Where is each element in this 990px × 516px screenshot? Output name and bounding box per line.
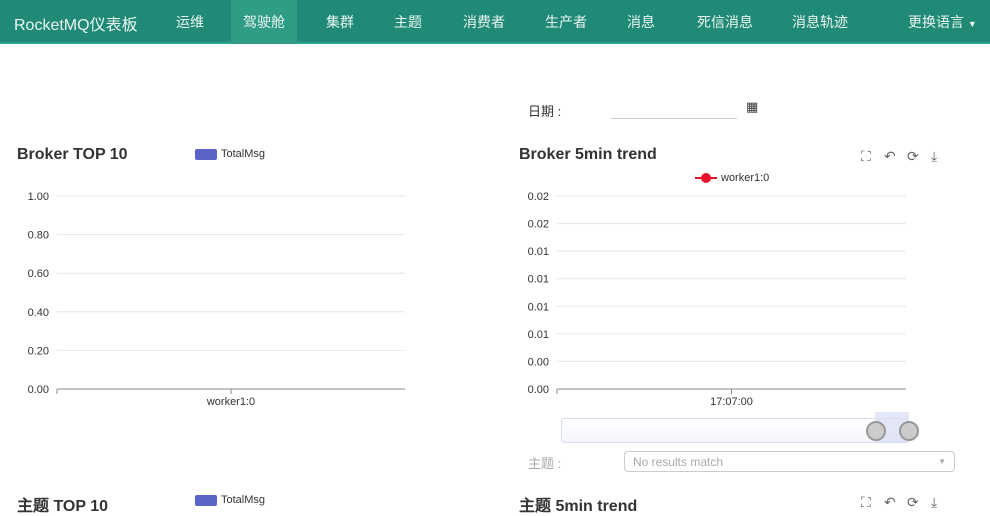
legend-worker[interactable]: worker1:0 <box>695 172 769 184</box>
nav-item[interactable]: 主题 <box>394 14 422 30</box>
legend-label: worker1:0 <box>721 172 770 184</box>
x-tick-label: worker1:0 <box>206 396 255 408</box>
refresh-icon[interactable]: ⟳ <box>907 148 919 164</box>
y-tick-label: 0.01 <box>528 246 549 258</box>
language-label: 更换语言 <box>908 14 964 30</box>
caret-down-icon: ▼ <box>967 19 977 29</box>
topic-trend-title: 主题 5min trend <box>519 498 638 515</box>
legend-totalmsg-topic[interactable]: TotalMsg <box>195 494 265 506</box>
chevron-down-icon: ▼ <box>938 457 946 466</box>
legend-swatch <box>195 494 217 506</box>
language-dropdown[interactable]: 更换语言 ▼ <box>896 0 989 44</box>
nav-item[interactable]: 生产者 <box>545 14 587 30</box>
y-tick-label: 0.01 <box>528 329 549 341</box>
legend-swatch <box>195 148 217 160</box>
y-tick-label: 0.40 <box>28 307 49 319</box>
topic-select-placeholder: No results match <box>633 455 724 469</box>
y-tick-label: 0.01 <box>528 274 549 286</box>
y-tick-label: 0.80 <box>28 230 49 242</box>
y-tick-label: 0.00 <box>28 384 49 396</box>
nav-item[interactable]: 消息轨迹 <box>792 14 848 30</box>
nav-item[interactable]: 集群 <box>326 14 354 30</box>
nav-item[interactable]: 消息 <box>627 14 655 30</box>
y-tick-label: 0.20 <box>28 345 49 357</box>
undo-icon[interactable]: ↶ <box>884 494 896 510</box>
topic-top-title: 主题 TOP 10 <box>17 498 109 515</box>
brand-logo[interactable]: RocketMQ仪表板 <box>14 17 138 34</box>
nav-item[interactable]: 运维 <box>176 14 204 30</box>
crop-icon[interactable]: ⛶ <box>861 494 871 510</box>
date-input[interactable] <box>611 98 737 119</box>
y-tick-label: 0.02 <box>528 191 549 203</box>
legend-line-marker <box>695 173 717 184</box>
broker-trend-title: Broker 5min trend <box>519 146 657 163</box>
download-icon[interactable]: ⤓ <box>931 494 938 510</box>
date-label: 日期 : <box>528 104 562 119</box>
y-tick-label: 0.01 <box>528 301 549 313</box>
x-tick-label: 17:07:00 <box>710 396 753 408</box>
legend-label: TotalMsg <box>221 148 266 160</box>
download-icon[interactable]: ⤓ <box>931 148 938 164</box>
refresh-icon[interactable]: ⟳ <box>907 494 919 510</box>
y-tick-label: 1.00 <box>28 191 49 203</box>
undo-icon[interactable]: ↶ <box>884 148 896 164</box>
y-tick-label: 0.00 <box>528 384 549 396</box>
nav-item[interactable]: 死信消息 <box>697 14 753 30</box>
top-navbar: RocketMQ仪表板 运维 驾驶舱 集群 主题 消费者 生产者 消息 死信消息 消息轨迹 更换… <box>0 0 990 44</box>
topic-filter-label: 主题 : <box>528 456 562 471</box>
nav-item[interactable]: 消费者 <box>463 14 505 30</box>
crop-icon[interactable]: ⛶ <box>861 148 871 164</box>
y-tick-label: 0.60 <box>28 268 49 280</box>
legend-totalmsg[interactable]: TotalMsg <box>195 148 265 160</box>
datazoom-slider[interactable] <box>561 418 909 443</box>
broker-top-title: Broker TOP 10 <box>17 146 128 163</box>
legend-label: TotalMsg <box>221 494 266 506</box>
datazoom-handle-left[interactable] <box>866 421 886 441</box>
y-tick-label: 0.00 <box>528 356 549 368</box>
nav-item[interactable]: 驾驶舱 <box>231 0 297 44</box>
calendar-icon[interactable]: ▦ <box>746 99 759 114</box>
topic-select[interactable]: No results match ▼ <box>624 451 955 472</box>
y-tick-label: 0.02 <box>528 219 549 231</box>
datazoom-handle-right[interactable] <box>899 421 919 441</box>
